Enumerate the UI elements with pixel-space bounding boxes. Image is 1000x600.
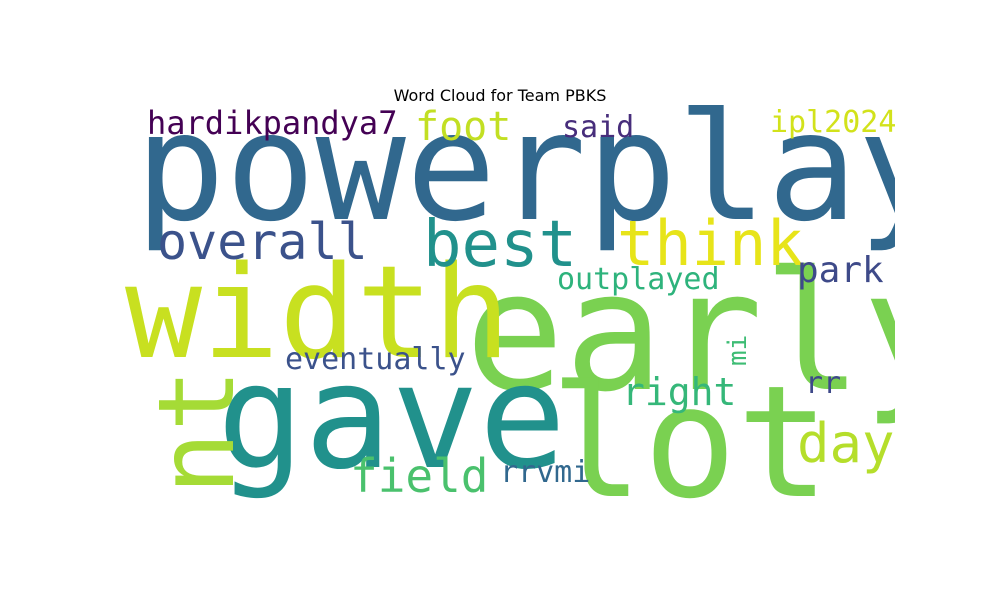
word-field: field bbox=[350, 449, 489, 500]
word-cloud: powerplay early width gave lot nt best t… bbox=[125, 105, 895, 500]
word-right: right bbox=[622, 370, 737, 414]
word-nt: nt bbox=[136, 368, 258, 495]
word-gave: gave bbox=[217, 333, 567, 500]
word-day: day bbox=[797, 412, 895, 475]
word-overall: overall bbox=[157, 213, 368, 271]
word-best: best bbox=[423, 208, 578, 282]
word-hardikpandya7: hardikpandya7 bbox=[147, 105, 398, 142]
word-lot: lot bbox=[550, 352, 830, 500]
word-powerplay: powerplay bbox=[135, 105, 895, 255]
word-rrvmi: rrvmi bbox=[500, 455, 591, 490]
chart-title: Word Cloud for Team PBKS bbox=[393, 86, 607, 105]
word-said: said bbox=[562, 110, 635, 145]
word-eventually: eventually bbox=[285, 342, 466, 377]
word-think: think bbox=[617, 207, 804, 280]
word-mi: mi bbox=[723, 334, 753, 366]
word-width: width bbox=[125, 239, 511, 388]
word-outplayed: outplayed bbox=[557, 262, 720, 297]
word-early: early bbox=[465, 236, 895, 428]
word-rr: rr bbox=[805, 366, 842, 401]
word-park: park bbox=[797, 250, 884, 291]
word-ipl2024: ipl2024 bbox=[770, 105, 895, 140]
word-foot: foot bbox=[415, 105, 512, 150]
